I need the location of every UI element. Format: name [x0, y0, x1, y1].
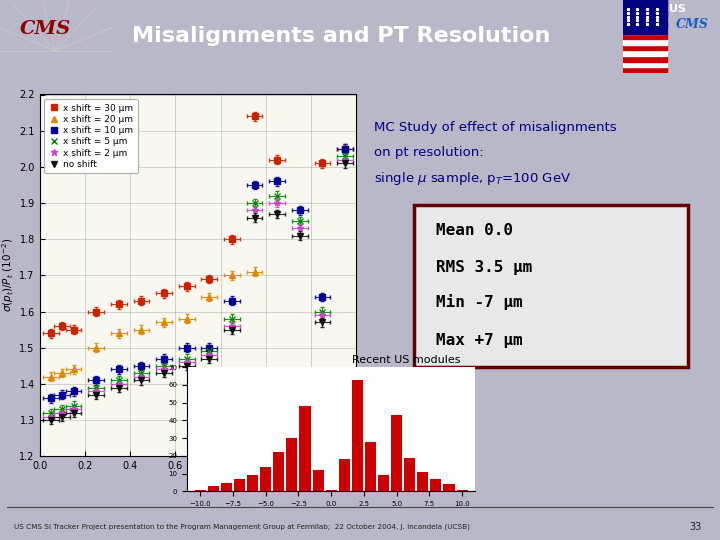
Bar	[623, 39, 667, 45]
Bar	[623, 23, 667, 28]
Text: on pt resolution:: on pt resolution:	[374, 146, 484, 159]
Text: Recent US modules: Recent US modules	[352, 355, 461, 365]
Bar	[623, 56, 667, 62]
Bar	[623, 0, 667, 5]
Bar	[456, 490, 468, 491]
Bar	[623, 28, 667, 33]
Bar	[391, 415, 402, 491]
Bar	[352, 380, 363, 491]
Bar	[221, 483, 232, 491]
Bar	[194, 490, 206, 491]
Bar	[287, 438, 297, 491]
Text: Mean 0.0: Mean 0.0	[436, 222, 513, 238]
Bar	[623, 5, 667, 11]
Bar	[404, 458, 415, 491]
Bar	[623, 17, 667, 23]
Text: US: US	[670, 4, 686, 14]
Bar	[208, 486, 219, 491]
Bar	[312, 470, 324, 491]
Text: single $\mu$ sample, p$_T$=100 GeV: single $\mu$ sample, p$_T$=100 GeV	[374, 170, 572, 187]
X-axis label: η: η	[192, 472, 204, 490]
Legend: x shift = 30 μm, x shift = 20 μm, x shift = 10 μm, x shift = 5 μm, x shift = 2 μ: x shift = 30 μm, x shift = 20 μm, x shif…	[44, 99, 138, 173]
Bar	[325, 490, 337, 491]
Bar	[418, 472, 428, 491]
Text: US CMS SI Tracker Project presentation to the Program Management Group at Fermil: US CMS SI Tracker Project presentation t…	[14, 523, 470, 530]
Bar	[444, 484, 454, 491]
Bar	[623, 11, 667, 17]
Text: Max +7 μm: Max +7 μm	[436, 333, 523, 348]
Bar	[623, 50, 667, 56]
Text: Min -7 μm: Min -7 μm	[436, 294, 523, 310]
Y-axis label: $\sigma(p_t)/P_t\ (10^{-2})$: $\sigma(p_t)/P_t\ (10^{-2})$	[1, 238, 17, 313]
Bar	[260, 467, 271, 491]
Bar	[623, 68, 667, 73]
Bar	[365, 442, 376, 491]
Bar	[623, 45, 667, 50]
Text: Misalignments and PT Resolution: Misalignments and PT Resolution	[132, 26, 550, 46]
Bar	[300, 406, 310, 491]
FancyBboxPatch shape	[414, 205, 688, 367]
Text: MC Study of effect of misalignments: MC Study of effect of misalignments	[374, 122, 617, 134]
Bar	[431, 479, 441, 491]
Text: CMS: CMS	[20, 21, 71, 38]
Text: 33: 33	[690, 522, 702, 532]
Bar	[274, 453, 284, 491]
Bar	[623, 62, 667, 68]
Bar	[338, 460, 350, 491]
Text: RMS 3.5 μm: RMS 3.5 μm	[436, 260, 532, 275]
Bar	[623, 33, 667, 39]
Text: CMS: CMS	[676, 18, 709, 31]
Bar	[378, 475, 389, 491]
Bar	[234, 479, 245, 491]
Bar	[247, 475, 258, 491]
